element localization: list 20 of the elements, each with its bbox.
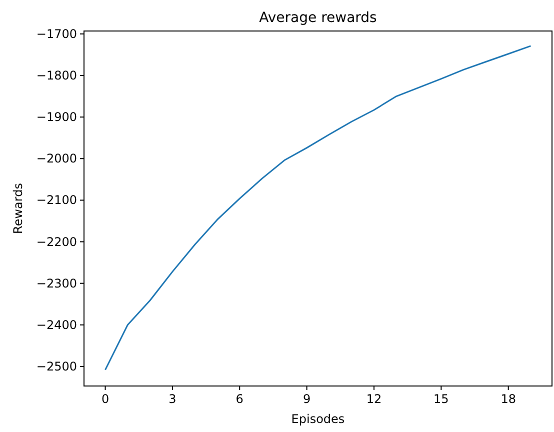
x-tick-label: 15	[434, 392, 449, 406]
y-tick-label: −2100	[36, 193, 77, 208]
x-axis-title: Episodes	[291, 412, 345, 426]
y-tick-label: −2300	[36, 276, 77, 290]
x-tick-label: 9	[302, 392, 311, 406]
x-tick-label: 3	[168, 392, 176, 406]
x-tick-label: 18	[500, 392, 516, 406]
x-tick-label: 12	[366, 392, 382, 406]
y-tick-label: −2500	[36, 359, 77, 374]
y-tick-label: −2200	[36, 234, 77, 249]
x-tick-label: 6	[236, 392, 244, 406]
y-tick-label: −2400	[36, 318, 77, 332]
y-tick-label: −1900	[36, 110, 77, 124]
y-axis-title: Rewards	[11, 183, 25, 234]
y-tick-label: −2000	[36, 152, 77, 166]
y-tick-label: −1700	[36, 26, 77, 41]
y-tick-label: −1800	[36, 68, 77, 82]
chart-title: Average rewards	[259, 10, 377, 26]
line-series	[104, 45, 532, 371]
x-tick-label: 0	[101, 392, 110, 406]
